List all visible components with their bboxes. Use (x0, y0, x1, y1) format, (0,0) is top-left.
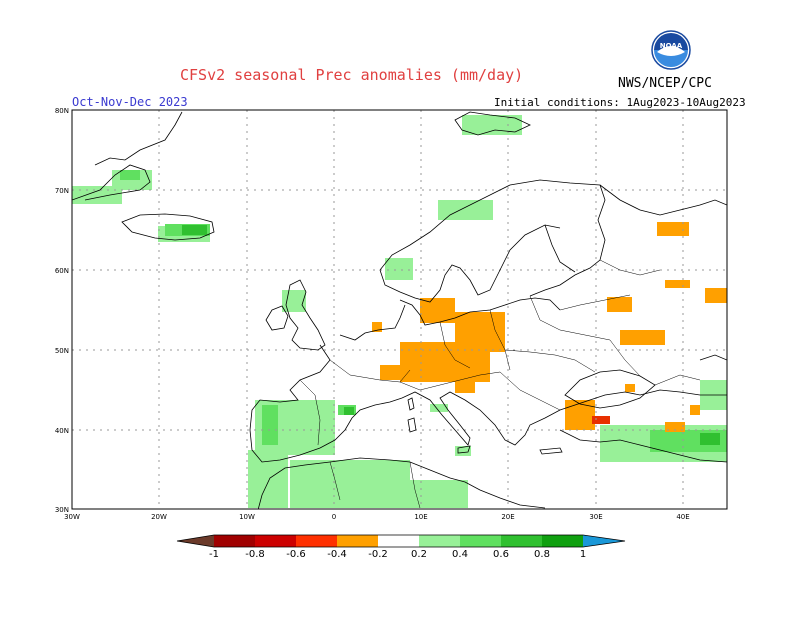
anomaly-shading (72, 115, 727, 508)
organization-label: NWS/NCEP/CPC (618, 76, 712, 91)
colorbar-swatch (460, 535, 501, 547)
colorbar-label: 0.6 (493, 549, 509, 560)
wet-strong-areas (182, 225, 720, 445)
colorbar-label: 1 (580, 549, 586, 560)
colorbar-label: 0.8 (534, 549, 550, 560)
colorbar-arrow-right (583, 535, 625, 547)
colorbar-swatch (296, 535, 337, 547)
map-title: CFSv2 seasonal Prec anomalies (mm/day) (180, 66, 524, 84)
lon-tick-label: 10W (239, 513, 255, 521)
lat-tick-label: 30N (55, 506, 69, 514)
colorbar-swatch (214, 535, 255, 547)
colorbar-label: -0.4 (327, 549, 347, 560)
country-borders (299, 259, 701, 509)
lat-tick-label: 70N (55, 187, 69, 195)
colorbar-label: 0.4 (452, 549, 468, 560)
lat-tick-label: 80N (55, 107, 69, 115)
colorbar-label: -1 (209, 549, 219, 560)
lon-tick-label: 0 (332, 513, 336, 521)
colorbar-label: 0.2 (411, 549, 427, 560)
lon-tick-label: 20E (501, 513, 514, 521)
colorbar: -1 -0.8 -0.6 -0.4 -0.2 0.2 0.4 0.6 0.8 1 (176, 534, 626, 560)
lon-tick-label: 20W (151, 513, 167, 521)
season-label: Oct-Nov-Dec 2023 (72, 95, 188, 109)
lat-tick-label: 50N (55, 347, 69, 355)
lon-tick-label: 30W (64, 513, 80, 521)
noaa-logo-icon: NOAA (651, 30, 691, 70)
colorbar-arrow-left (177, 535, 214, 547)
axis-ticks: 30W 20W 10W 0 10E 20E 30E 40E 80N 70N 60… (55, 107, 690, 521)
plot-frame (71, 109, 728, 510)
dry-anomaly-areas (372, 222, 727, 432)
logo-text: NOAA (660, 42, 683, 50)
colorbar-swatch (378, 535, 419, 547)
colorbar-label: -0.6 (286, 549, 306, 560)
lon-tick-label: 10E (414, 513, 427, 521)
dry-strong-areas (592, 416, 610, 424)
lat-tick-label: 60N (55, 267, 69, 275)
colorbar-swatch (419, 535, 460, 547)
lat-tick-label: 40N (55, 427, 69, 435)
colorbar-swatch (542, 535, 583, 547)
colorbar-swatch (255, 535, 296, 547)
lon-tick-label: 30E (589, 513, 602, 521)
initial-conditions-label: Initial conditions: 1Aug2023-10Aug2023 (494, 96, 746, 109)
colorbar-swatch (337, 535, 378, 547)
colorbar-label: -0.8 (245, 549, 265, 560)
colorbar-swatch (501, 535, 542, 547)
lon-tick-label: 40E (676, 513, 689, 521)
colorbar-label: -0.2 (368, 549, 388, 560)
